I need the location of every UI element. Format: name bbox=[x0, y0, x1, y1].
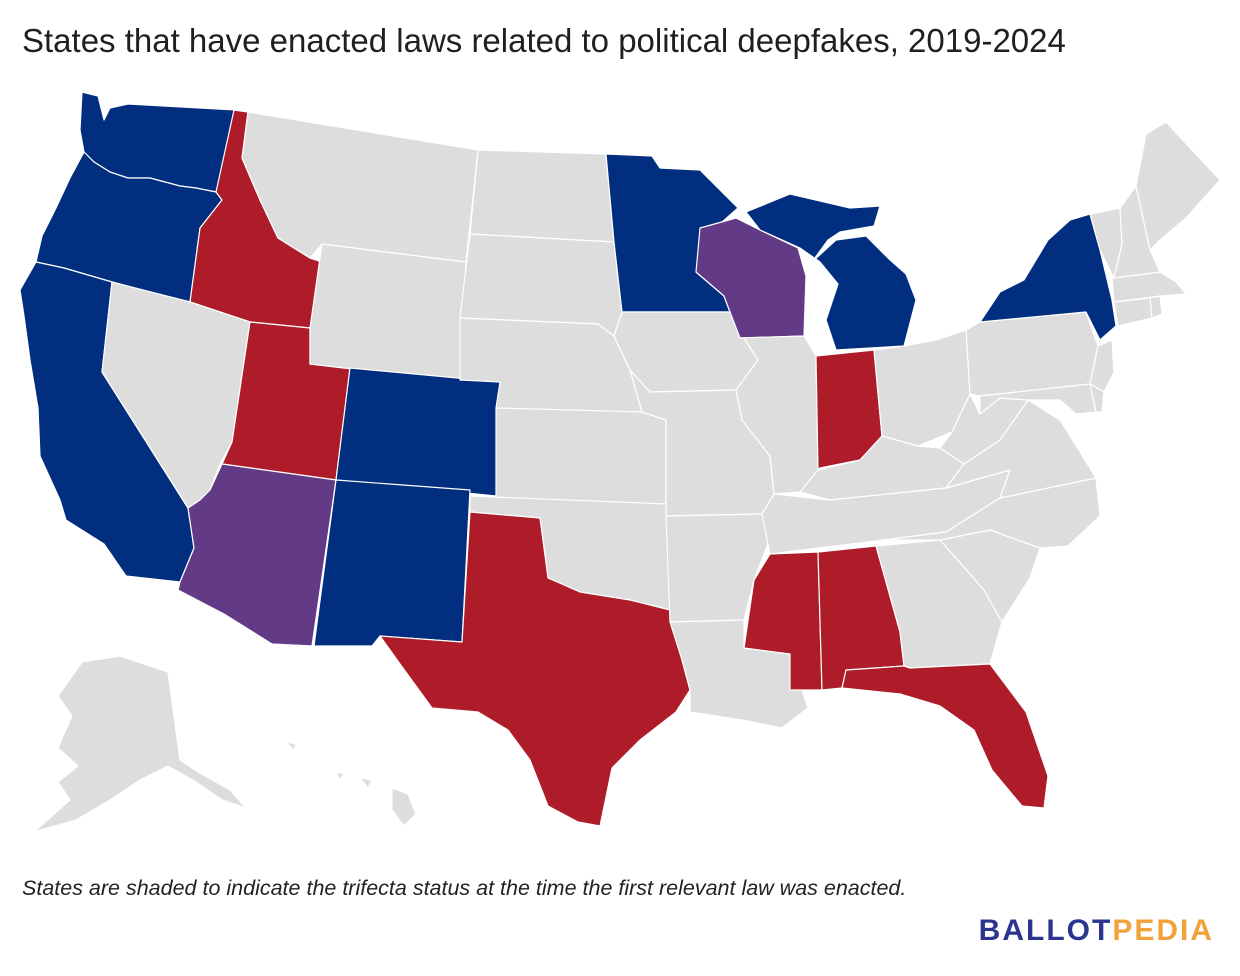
state-NV bbox=[101, 281, 251, 509]
state-AZ bbox=[177, 463, 337, 647]
state-RI bbox=[1149, 295, 1163, 319]
state-CO bbox=[335, 367, 501, 497]
state-FL bbox=[841, 663, 1049, 809]
state-ND bbox=[469, 149, 615, 243]
state-CT bbox=[1113, 297, 1153, 327]
state-HI bbox=[285, 741, 417, 827]
state-MI bbox=[745, 193, 917, 351]
logo-part-ballot: BALLOT bbox=[978, 914, 1113, 947]
us-map bbox=[19, 91, 1221, 833]
state-AK bbox=[33, 655, 247, 833]
state-KS bbox=[495, 407, 667, 505]
ballotpedia-logo[interactable]: BALLOTPEDIA bbox=[979, 914, 1214, 948]
state-PA bbox=[965, 311, 1099, 397]
state-WY bbox=[309, 243, 467, 383]
state-ME bbox=[1135, 121, 1221, 251]
state-TX bbox=[379, 511, 691, 827]
state-NM bbox=[313, 479, 471, 647]
state-DE bbox=[1089, 383, 1105, 413]
state-IL bbox=[735, 335, 819, 495]
logo-part-pedia: PEDIA bbox=[1112, 914, 1214, 947]
footnote: States are shaded to indicate the trifec… bbox=[22, 876, 907, 900]
state-LA bbox=[669, 619, 809, 729]
state-NJ bbox=[1089, 339, 1115, 393]
map-title: States that have enacted laws related to… bbox=[22, 22, 1066, 59]
